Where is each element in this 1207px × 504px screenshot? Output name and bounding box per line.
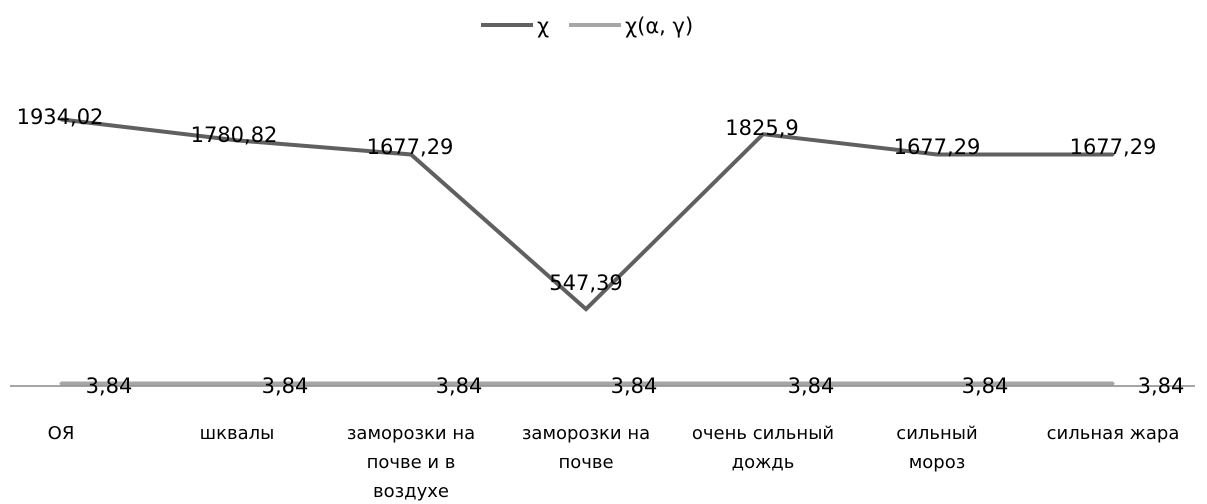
series-2-point [59, 382, 63, 385]
data-label-chi: 1825,9 [725, 116, 798, 140]
legend-label-1: χ [537, 14, 549, 38]
series-2-point [409, 382, 413, 385]
category-label: сильная жара [1047, 423, 1180, 444]
category-label: заморозки на почве и в воздухе [347, 423, 475, 502]
category-label: очень сильный дождь [692, 423, 834, 473]
data-label-chi-alpha-gamma: 3,84 [962, 374, 1009, 398]
series-1-point [935, 153, 939, 156]
data-label-chi: 1780,82 [191, 123, 278, 147]
legend-label-2: χ(α, γ) [625, 14, 693, 38]
series-1-point [584, 307, 588, 311]
data-label-chi-alpha-gamma: 3,84 [611, 374, 658, 398]
series-2-point [584, 382, 588, 385]
data-label-chi: 1677,29 [1070, 135, 1157, 159]
series-1-point [235, 138, 239, 142]
category-label: заморозки на почве [522, 423, 650, 473]
data-label-chi-alpha-gamma: 3,84 [1138, 374, 1185, 398]
series-1-point [59, 117, 63, 121]
series-1-point [1111, 153, 1115, 156]
legend: χ χ(α, γ) [481, 14, 693, 38]
series-2-point [761, 382, 765, 385]
data-labels: 1934,02 1780,82 1677,29 547,39 1825,9 1677,29… [17, 105, 1185, 398]
category-label: шквалы [200, 423, 275, 444]
data-label-chi: 1677,29 [367, 135, 454, 159]
data-label-chi: 1677,29 [894, 135, 981, 159]
series-2-point [935, 382, 939, 385]
data-label-chi-alpha-gamma: 3,84 [436, 374, 483, 398]
data-label-chi: 547,39 [549, 271, 622, 295]
data-label-chi-alpha-gamma: 3,84 [86, 374, 133, 398]
data-label-chi-alpha-gamma: 3,84 [262, 374, 309, 398]
series-1-point [761, 132, 765, 136]
series-2-point [1111, 382, 1115, 385]
series-1-point [409, 153, 413, 156]
category-labels: ОЯ шквалы заморозки на почве и в воздухе замо… [48, 423, 1180, 502]
data-label-chi: 1934,02 [17, 105, 104, 129]
series-layer [59, 117, 1115, 386]
category-label: сильный мороз [896, 423, 977, 473]
data-label-chi-alpha-gamma: 3,84 [788, 374, 835, 398]
category-label: ОЯ [48, 423, 75, 444]
series-2-point [235, 382, 239, 385]
